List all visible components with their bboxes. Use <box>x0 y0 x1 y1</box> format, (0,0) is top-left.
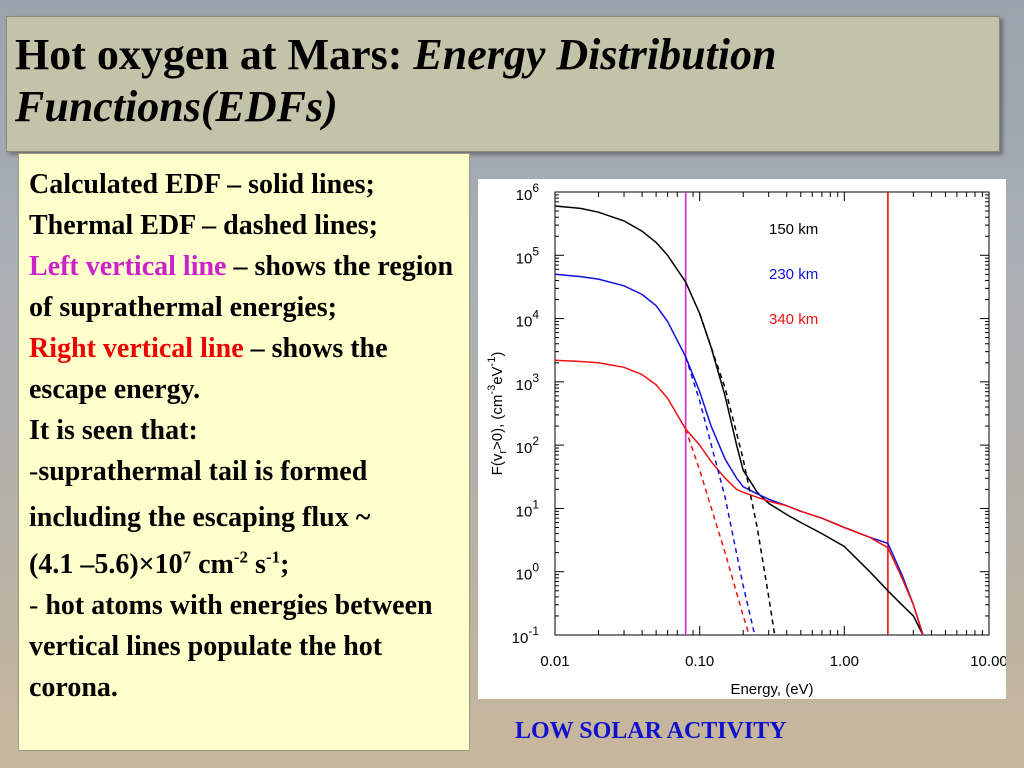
title-prefix: Hot oxygen at Mars: <box>15 30 414 79</box>
x-tick-label: 0.01 <box>540 653 569 670</box>
y-tick-label: 104 <box>516 308 540 331</box>
flux-exp: 7 <box>182 547 192 567</box>
line-calculated: Calculated EDF – solid lines; <box>29 169 375 200</box>
y-tick-label: 10-1 <box>512 624 540 647</box>
legend-label: 150 km <box>769 221 818 238</box>
y-tick-label: 101 <box>516 497 540 520</box>
y-tick-label: 103 <box>516 371 540 394</box>
flux-unit-cm-exp: -2 <box>233 547 249 567</box>
x-axis-label: Energy, (eV) <box>730 681 813 698</box>
flux-value: (4.1 –5.6)×10 <box>29 549 183 580</box>
flux-unit-cm: cm <box>191 549 234 580</box>
explanation-box: Calculated EDF – solid lines; Thermal ED… <box>18 153 470 751</box>
line-bullet1b: including the escaping flux ~ <box>29 502 371 533</box>
title-box: Hot oxygen at Mars: Energy Distribution … <box>6 16 1000 152</box>
y-tick-label: 105 <box>516 244 540 267</box>
title-italic: Energy Distribution Functions(EDFs) <box>15 30 777 131</box>
flux-unit-s: s <box>248 549 266 580</box>
flux-close: ; <box>280 549 290 580</box>
line-thermal: Thermal EDF – dashed lines; <box>29 210 378 241</box>
plot-frame <box>554 191 990 636</box>
left-vertical-label: Left vertical line <box>29 251 227 282</box>
x-tick-label: 0.10 <box>685 653 714 670</box>
line-flux: (4.1 –5.6)×107 cm-2 s-1; <box>29 544 465 585</box>
bullet1-text-a: suprathermal tail is formed <box>38 456 368 487</box>
thermal-dashed-curve <box>684 428 750 636</box>
bullet2-text: hot atoms with energies between vertical… <box>29 590 433 703</box>
edf-chart: 106 105 104 103 102 101 100 10-10.01 0.10 1.00 10.… <box>486 181 1008 698</box>
bullet1-dash: - <box>29 456 39 487</box>
left-vertical-desc: – shows the region of suprathermal energ… <box>29 251 454 323</box>
y-tick-label: 106 <box>516 181 540 204</box>
right-vertical-label: Right vertical line <box>29 333 244 364</box>
line-bullet1a: -suprathermal tail is formed <box>29 451 465 492</box>
line-seen: It is seen that: <box>29 415 198 446</box>
line-right-vertical: Right vertical line – shows the escape e… <box>29 328 465 410</box>
150-km-solid-curve <box>554 205 924 636</box>
chart-panel: 106 105 104 103 102 101 100 10-1 0.01 0.10 1.00 10.… <box>478 179 1008 699</box>
legend-label: 340 km <box>769 311 818 328</box>
legend-label: 230 km <box>769 266 818 283</box>
y-tick-label: 102 <box>516 434 540 457</box>
flux-unit-s-exp: -1 <box>265 547 281 567</box>
slide-title: Hot oxygen at Mars: Energy Distribution … <box>15 29 995 133</box>
thermal-dashed-curve <box>698 313 776 636</box>
solar-activity-caption: LOW SOLAR ACTIVITY <box>515 718 787 744</box>
explanation-text: Calculated EDF – solid lines; Thermal ED… <box>29 164 465 708</box>
line-bullet2: - hot atoms with energies between vertic… <box>29 585 465 708</box>
right-vertical-desc: – shows the escape energy. <box>29 333 388 405</box>
line-left-vertical: Left vertical line – shows the region of… <box>29 246 465 328</box>
y-axis-label: F(vr>0), (cm-3eV-1) <box>486 352 509 476</box>
y-tick-label: 100 <box>516 561 540 584</box>
340-km-solid-curve <box>554 359 924 636</box>
thermal-dashed-curve <box>684 356 756 636</box>
x-tick-label: 10.00 <box>970 653 1006 670</box>
x-tick-label: 1.00 <box>830 653 859 670</box>
bullet2-dash: - <box>29 590 46 621</box>
